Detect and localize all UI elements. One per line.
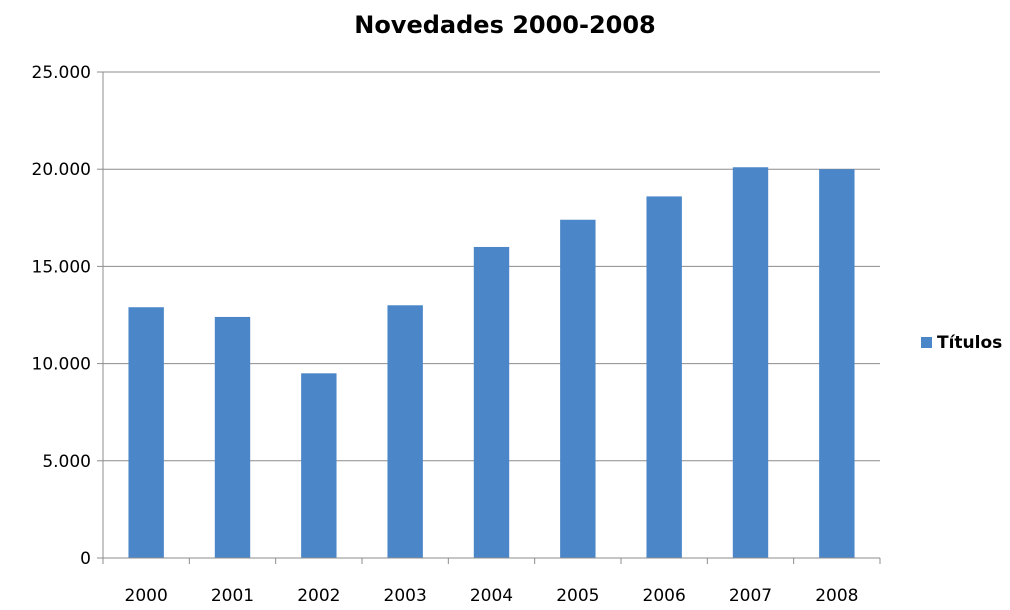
bar-2002	[301, 373, 337, 558]
x-tick-label: 2007	[729, 586, 772, 606]
bar-2005	[560, 219, 596, 558]
x-tick-label: 2002	[297, 586, 340, 606]
bar-2006	[646, 196, 682, 558]
chart-title: Novedades 2000-2008	[354, 11, 656, 39]
x-tick-label: 2004	[470, 586, 513, 606]
x-tick-label: 2001	[211, 586, 254, 606]
bar-2004	[473, 246, 510, 558]
y-tick-label: 0	[80, 549, 91, 569]
bar-2000	[128, 307, 164, 558]
y-tick-label: 20.000	[32, 160, 91, 180]
x-tick-label: 2000	[125, 586, 168, 606]
x-axis-tick-labels: 2000 2001 2002 2003 2004 2005 2006 2007 2008	[125, 586, 859, 606]
x-tick-label: 2008	[815, 586, 858, 606]
y-tick-label: 5.000	[42, 452, 91, 472]
bar-2008	[819, 169, 855, 558]
legend: Títulos	[921, 333, 1002, 353]
bar-2003	[387, 305, 423, 558]
axes	[97, 71, 881, 564]
y-tick-label: 10.000	[32, 355, 91, 375]
bar-2007	[732, 167, 769, 559]
legend-swatch	[921, 337, 932, 348]
bar-2001	[214, 316, 251, 558]
y-axis-tick-labels: 0 5.000 10.000 15.000 20.000 25.000	[32, 63, 91, 569]
y-tick-label: 15.000	[32, 257, 91, 277]
x-tick-label: 2005	[556, 586, 599, 606]
bars	[128, 167, 855, 559]
x-tick-label: 2003	[384, 586, 427, 606]
legend-label-titulos: Títulos	[937, 333, 1002, 353]
x-tick-label: 2006	[643, 586, 686, 606]
y-tick-label: 25.000	[32, 63, 91, 83]
